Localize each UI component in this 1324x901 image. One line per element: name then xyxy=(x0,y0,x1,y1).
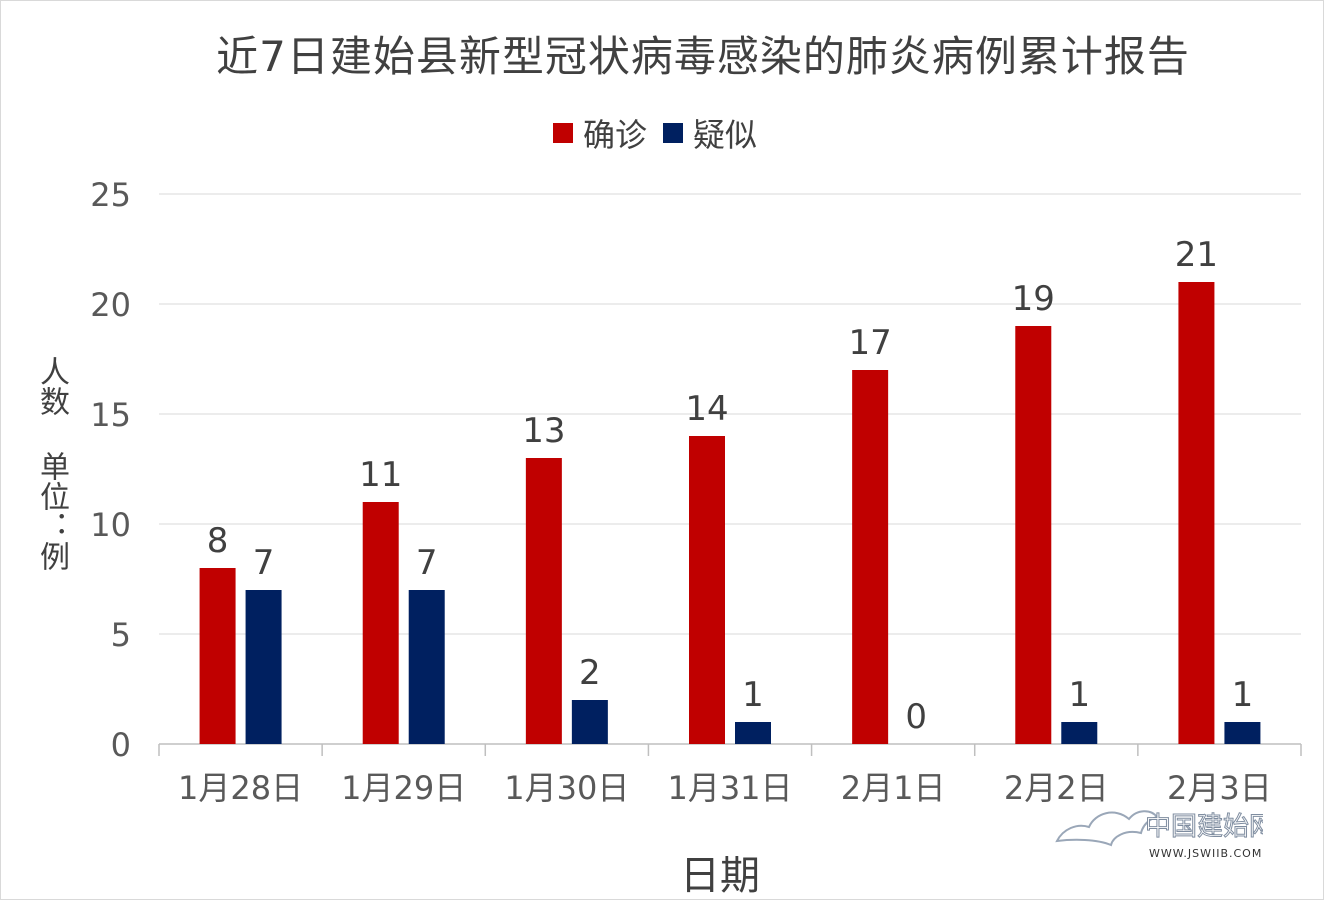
legend: 确诊 疑似 xyxy=(553,110,773,156)
bar-suspected xyxy=(735,722,771,744)
bar-suspected xyxy=(408,590,445,744)
data-label-confirmed: 11 xyxy=(359,455,402,495)
legend-label-confirmed: 确诊 xyxy=(583,116,648,154)
bar-suspected xyxy=(571,700,608,744)
data-label-confirmed: 21 xyxy=(1175,235,1218,275)
y-tick-label: 25 xyxy=(90,176,131,214)
x-tick-label: 1月28日 xyxy=(178,769,303,807)
bar-suspected xyxy=(245,590,282,744)
x-tick-label: 1月31日 xyxy=(667,769,792,807)
legend-swatch-confirmed xyxy=(553,123,573,143)
bar-confirmed xyxy=(689,436,725,744)
legend-swatch-suspected xyxy=(663,123,684,143)
bar-confirmed xyxy=(362,502,399,744)
data-label-suspected: 7 xyxy=(416,543,438,583)
chart-title: 近7日建始县新型冠状病毒感染的肺炎病例累计报告 xyxy=(216,32,1190,81)
x-axis-label: 日期 xyxy=(680,853,760,899)
data-label-confirmed: 17 xyxy=(849,323,892,363)
watermark-text: 中国建始网 xyxy=(1145,812,1263,842)
x-tick-label: 1月29日 xyxy=(341,769,466,807)
data-label-suspected: 0 xyxy=(905,697,927,737)
legend-item-confirmed: 确诊 xyxy=(553,110,647,156)
bar-confirmed xyxy=(199,568,236,744)
y-tick-label: 5 xyxy=(111,616,131,654)
x-tick-label: 2月1日 xyxy=(841,769,946,807)
legend-item-suspected: 疑似 xyxy=(663,110,757,156)
y-tick-label: 10 xyxy=(90,506,131,544)
bar-suspected xyxy=(1224,722,1261,744)
watermark: 中国建始网 WWW.JSWIIB.COM xyxy=(1055,810,1263,860)
data-label-suspected: 2 xyxy=(579,653,601,693)
data-label-suspected: 1 xyxy=(742,675,764,715)
data-label-suspected: 1 xyxy=(1068,675,1090,715)
data-label-confirmed: 19 xyxy=(1012,279,1055,319)
data-label-confirmed: 13 xyxy=(522,411,565,451)
y-tick-label: 20 xyxy=(90,286,131,324)
bar-confirmed xyxy=(1178,282,1215,744)
bar-confirmed xyxy=(525,458,562,744)
data-label-suspected: 1 xyxy=(1232,675,1254,715)
bar-confirmed xyxy=(852,370,889,744)
x-tick-label: 2月3日 xyxy=(1167,769,1272,807)
y-axis-label: 人数 单位：例 xyxy=(34,356,69,571)
x-tick-label: 2月2日 xyxy=(1004,769,1109,807)
y-tick-label: 0 xyxy=(111,726,131,764)
legend-label-suspected: 疑似 xyxy=(693,116,758,154)
watermark-url: WWW.JSWIIB.COM xyxy=(1149,847,1262,860)
data-label-confirmed: 8 xyxy=(207,521,229,561)
bar-suspected xyxy=(1061,722,1098,744)
data-label-confirmed: 14 xyxy=(685,389,728,429)
bar-confirmed xyxy=(1015,326,1052,744)
data-label-suspected: 7 xyxy=(253,543,275,583)
y-tick-label: 15 xyxy=(90,396,131,434)
x-tick-label: 1月30日 xyxy=(504,769,629,807)
watermark-cloud-icon xyxy=(1055,810,1159,847)
